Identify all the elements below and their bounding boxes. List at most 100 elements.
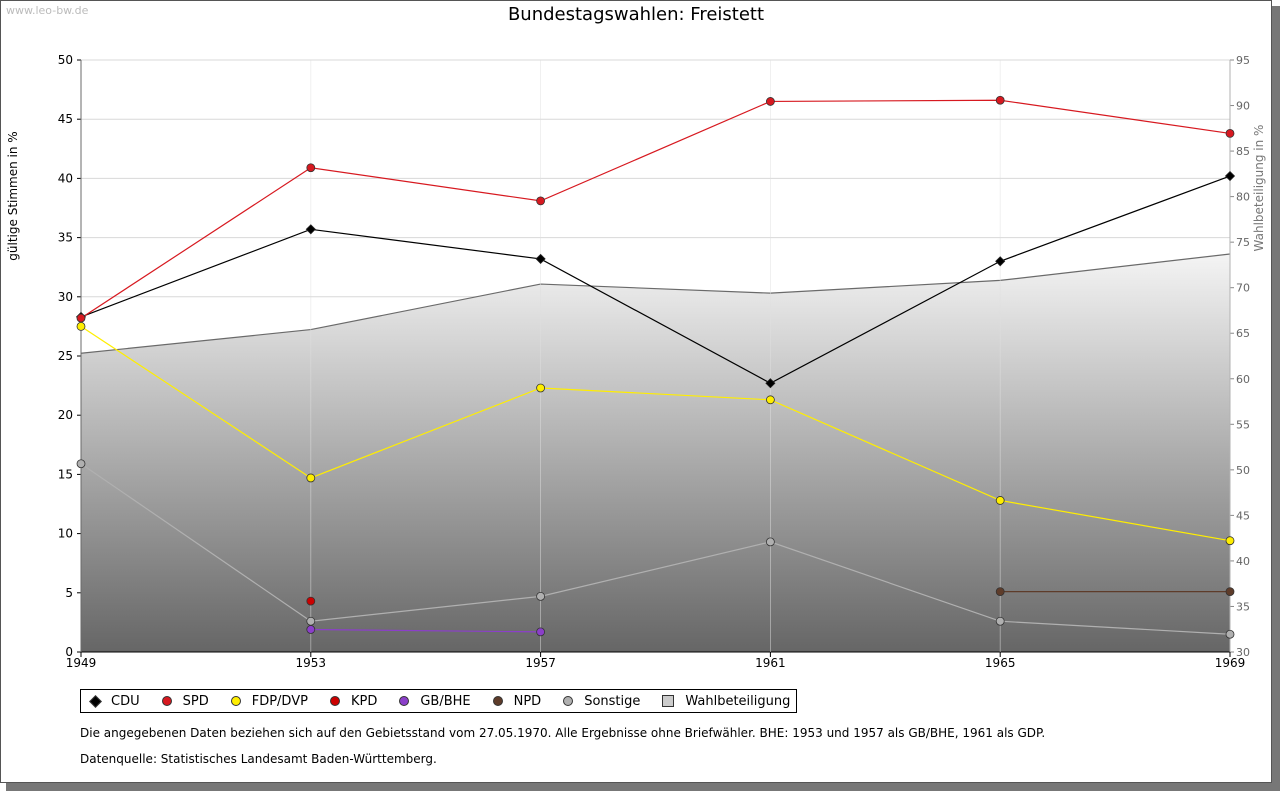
y-tick-label: 30 xyxy=(58,290,73,304)
note-gebietsstand: Die angegebenen Daten beziehen sich auf … xyxy=(80,726,1046,740)
data-point-sonstige xyxy=(76,459,86,469)
y2-tick-label: 45 xyxy=(1236,509,1250,522)
note-datenquelle: Datenquelle: Statistisches Landesamt Bad… xyxy=(80,752,437,766)
data-point-cdu xyxy=(1224,170,1236,182)
legend-marker-icon xyxy=(399,696,410,706)
y-tick-label: 50 xyxy=(58,53,73,67)
y-tick-label: 15 xyxy=(58,467,73,481)
data-point-cdu xyxy=(995,256,1006,267)
series-line-sonstige xyxy=(80,463,1231,635)
chart-title: Bundestagswahlen: Freistett xyxy=(507,4,765,25)
legend-item-cdu: CDU xyxy=(87,694,140,709)
legend-item-gb-bhe: GB/BHE xyxy=(395,693,471,709)
series-line-fdp-dvp xyxy=(80,325,1231,542)
y2-tick-label: 90 xyxy=(1236,100,1250,113)
data-point-fdp-dvp xyxy=(76,321,86,331)
data-point-kpd xyxy=(306,596,316,606)
legend-marker-icon xyxy=(662,695,675,707)
data-point-spd xyxy=(766,97,775,106)
legend-label: GB/BHE xyxy=(420,693,471,709)
legend-label: CDU xyxy=(111,693,140,709)
data-point-spd xyxy=(1225,129,1235,138)
y2-tick-label: 50 xyxy=(1236,464,1250,477)
legend-marker-icon xyxy=(161,696,172,706)
data-point-sonstige xyxy=(306,616,316,626)
legend-marker-icon xyxy=(492,696,503,706)
data-point-fdp-dvp xyxy=(1225,536,1235,546)
legend-label: FDP/DVP xyxy=(251,693,308,709)
legend: CDU SPD FDP/DVP KPD GB/BHE NPD Sonstige Wahlbet… xyxy=(80,689,798,713)
legend-item-spd: SPD xyxy=(158,694,209,709)
data-point-gb-bhe xyxy=(306,625,316,634)
x-tick-label: 1965 xyxy=(985,656,1016,670)
frame-shadow xyxy=(6,783,1280,791)
y2-tick-label: 70 xyxy=(1236,282,1250,295)
data-point-sonstige xyxy=(766,537,775,547)
y2-axis-title: Wahlbeteiligung in % xyxy=(1252,125,1266,252)
data-point-spd xyxy=(76,313,86,323)
legend-label: Wahlbeteiligung xyxy=(685,693,791,709)
legend-label: Sonstige xyxy=(584,693,641,709)
legend-item-wahlbeteiligung: Wahlbeteiligung xyxy=(658,694,790,709)
data-point-spd xyxy=(995,95,1005,105)
series-line-gb-bhe xyxy=(310,628,541,633)
legend-item-npd: NPD xyxy=(489,693,542,709)
legend-label: NPD xyxy=(513,693,542,709)
legend-marker-icon xyxy=(329,696,340,706)
data-point-sonstige xyxy=(536,591,545,601)
y2-tick-label: 65 xyxy=(1236,327,1250,340)
series-line-spd xyxy=(80,99,1231,319)
legend-label: KPD xyxy=(350,693,378,709)
series-line-cdu xyxy=(80,175,1231,384)
data-point-fdp-dvp xyxy=(766,395,775,405)
y-tick-label: 40 xyxy=(58,171,73,185)
y-tick-label: 20 xyxy=(58,408,73,422)
y2-tick-label: 85 xyxy=(1236,145,1250,158)
y-tick-label: 35 xyxy=(58,231,73,245)
x-tick-label: 1957 xyxy=(525,656,556,670)
y-tick-label: 5 xyxy=(65,586,73,600)
data-point-sonstige xyxy=(995,616,1005,626)
y2-tick-label: 80 xyxy=(1236,191,1250,204)
y-tick-label: 10 xyxy=(58,527,73,541)
legend-item-kpd: KPD xyxy=(326,694,377,709)
y2-tick-label: 55 xyxy=(1236,418,1250,431)
y-tick-label: 45 xyxy=(58,112,73,126)
x-tick-label: 1969 xyxy=(1215,656,1246,670)
y-tick-label: 0 xyxy=(65,645,73,659)
y2-tick-label: 95 xyxy=(1236,54,1250,67)
data-point-fdp-dvp xyxy=(536,383,545,393)
y2-tick-label: 30 xyxy=(1236,646,1250,659)
data-point-npd xyxy=(995,587,1005,597)
data-point-cdu xyxy=(765,378,776,389)
data-point-cdu xyxy=(305,224,316,235)
data-point-cdu xyxy=(535,253,546,264)
y2-tick-label: 60 xyxy=(1236,373,1250,386)
data-point-fdp-dvp xyxy=(995,496,1005,505)
turnout-line xyxy=(80,253,1231,354)
legend-label: SPD xyxy=(182,693,209,709)
legend-item-fdp-dvp: FDP/DVP xyxy=(227,694,308,709)
y2-tick-label: 75 xyxy=(1236,236,1250,249)
legend-item-sonstige: Sonstige xyxy=(559,694,640,709)
data-point-npd xyxy=(1225,587,1235,597)
data-point-spd xyxy=(536,196,545,206)
data-point-gb-bhe xyxy=(536,627,545,637)
legend-marker-icon xyxy=(230,696,241,706)
data-point-spd xyxy=(306,163,316,173)
x-tick-label: 1949 xyxy=(66,656,97,670)
watermark: www.leo-bw.de xyxy=(6,4,89,17)
y2-tick-label: 40 xyxy=(1236,555,1250,568)
data-point-sonstige xyxy=(1225,629,1235,639)
turnout-area xyxy=(81,253,1230,653)
x-tick-label: 1961 xyxy=(755,656,786,670)
legend-marker-icon xyxy=(563,696,574,706)
y-tick-label: 25 xyxy=(58,349,73,363)
frame-shadow xyxy=(1272,6,1280,791)
y-axis-title: gültige Stimmen in % xyxy=(6,131,20,260)
x-tick-label: 1953 xyxy=(296,656,327,670)
data-point-fdp-dvp xyxy=(306,473,316,483)
y2-tick-label: 35 xyxy=(1236,600,1250,613)
legend-marker-icon xyxy=(89,694,102,708)
